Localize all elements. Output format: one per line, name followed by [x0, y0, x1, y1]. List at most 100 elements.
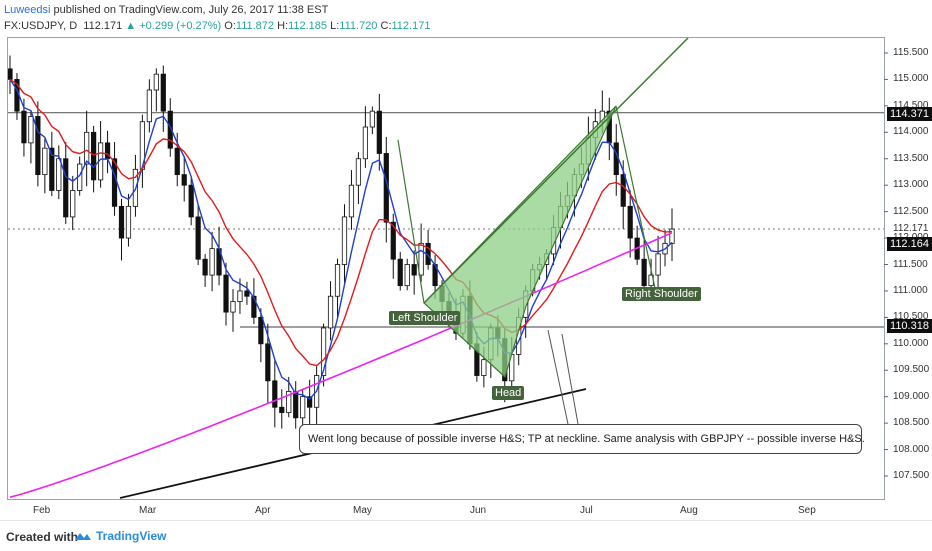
low-label: L: — [330, 20, 340, 32]
month-label: Apr — [255, 505, 271, 516]
pattern-wedge[interactable] — [423, 105, 617, 379]
price-tick-label: 109.500 — [893, 364, 930, 376]
candle-body — [258, 316, 264, 345]
candle-body — [125, 205, 132, 239]
candle-body — [418, 242, 424, 276]
price-tick-label: 111.500 — [893, 258, 928, 270]
price-tick-label: 110.000 — [893, 337, 929, 349]
candle-body — [230, 301, 236, 313]
candle-body — [188, 184, 194, 218]
candle-body — [237, 290, 243, 302]
long-ma-line — [9, 232, 673, 498]
candle-body — [620, 174, 626, 207]
candle-body — [8, 68, 13, 80]
candle-body — [28, 116, 34, 144]
publish-line: Luweedsi published on TradingView.com, J… — [4, 4, 328, 16]
candle-body — [195, 216, 201, 260]
candle-body — [209, 248, 215, 276]
slow-ma-line — [9, 78, 673, 367]
head-label: Head — [492, 386, 525, 400]
current-price-tag: 112.164 — [887, 237, 932, 251]
candle-body — [244, 290, 250, 297]
level-tag-upper: 114.371 — [887, 107, 932, 121]
tradingview-brand[interactable]: TradingView — [96, 529, 167, 543]
candle-body — [334, 264, 341, 297]
candle-body — [307, 396, 313, 408]
high-value: 112.185 — [288, 20, 328, 32]
created-with-text: Created with — [6, 530, 79, 544]
chart-frame[interactable] — [7, 37, 885, 500]
candle-body — [265, 343, 271, 382]
month-label: Jun — [470, 505, 487, 516]
price-tick-label: 109.000 — [893, 390, 930, 402]
price-tick-label: 115.500 — [893, 47, 929, 58]
annotation-callout[interactable]: Went long because of possible inverse H&… — [299, 424, 865, 454]
month-label: Jul — [580, 505, 593, 516]
candle-body — [21, 110, 27, 144]
candle-body — [91, 131, 97, 181]
right-shoulder-line[interactable] — [615, 105, 656, 289]
month-label: May — [353, 505, 372, 516]
candle-body — [167, 110, 173, 149]
up-arrow-icon: ▲ — [125, 20, 137, 32]
left-shoulder-label: Left Shoulder — [389, 311, 461, 325]
candle-body — [390, 221, 396, 260]
ohlc-line: FX:USDJPY, D 112.171 ▲ +0.299 (+0.27%) O… — [4, 20, 430, 32]
price-tick-label: 113.000 — [893, 179, 929, 191]
open-value: 111.872 — [235, 20, 275, 32]
candle-body — [251, 295, 257, 318]
candle-body — [174, 147, 180, 176]
month-label: Sep — [798, 505, 816, 516]
price-tick-label: 108.000 — [893, 443, 930, 455]
author-link[interactable]: Luweedsi — [4, 4, 51, 16]
symbol-label[interactable]: FX:USDJPY, D — [4, 20, 78, 32]
last-price: 112.171 — [83, 20, 123, 32]
candle-body — [362, 126, 368, 160]
callout-pointer-line — [547, 329, 569, 425]
candle-body — [223, 274, 229, 313]
price-tick-label: 114.500 — [893, 99, 929, 111]
price-tick-label: 112.500 — [893, 205, 929, 217]
candle-body — [348, 184, 355, 218]
candle-body — [300, 396, 306, 419]
price-axis[interactable] — [884, 52, 888, 477]
candle-body — [56, 158, 62, 191]
published-text: published on TradingView.com, July 26, 2… — [53, 4, 329, 16]
month-label: Mar — [139, 505, 157, 516]
candle-body — [293, 390, 299, 419]
candle-body — [355, 158, 362, 186]
high-label: H: — [277, 20, 289, 32]
low-value: 111.720 — [339, 20, 378, 32]
left-shoulder-line[interactable] — [397, 139, 425, 304]
candle-body — [279, 406, 285, 413]
price-tick-label: 111.000 — [893, 284, 928, 296]
candle-body — [655, 253, 661, 276]
current-dotted-tag: 112.171 — [893, 223, 929, 234]
candle-body — [481, 359, 487, 376]
candle-body — [118, 205, 125, 239]
candle-body — [70, 190, 76, 218]
tradingview-logo-icon — [75, 533, 91, 540]
price-tick-label: 115.000 — [893, 73, 929, 85]
price-tick-label: 114.000 — [893, 126, 929, 138]
candle-body — [35, 116, 41, 176]
footer: Created with TradingView — [0, 520, 932, 551]
channel-upper-line[interactable] — [423, 38, 689, 304]
close-value: 112.171 — [391, 20, 431, 32]
open-label: O: — [224, 20, 236, 32]
right-shoulder-label: Right Shoulder — [622, 287, 701, 301]
candle-body — [320, 327, 327, 376]
candle-body — [49, 147, 55, 191]
candle-body — [627, 205, 633, 239]
candle-body — [84, 131, 90, 165]
candle-body — [341, 216, 348, 265]
candle-body — [146, 89, 152, 123]
candle-body — [63, 158, 69, 218]
horizontal-levels — [8, 112, 884, 328]
callout-pointer-line — [561, 333, 579, 425]
candle-body — [411, 264, 417, 276]
candle-body — [42, 147, 48, 176]
close-label: C: — [380, 20, 392, 32]
candle-body — [153, 73, 159, 91]
candle-body — [160, 73, 166, 112]
